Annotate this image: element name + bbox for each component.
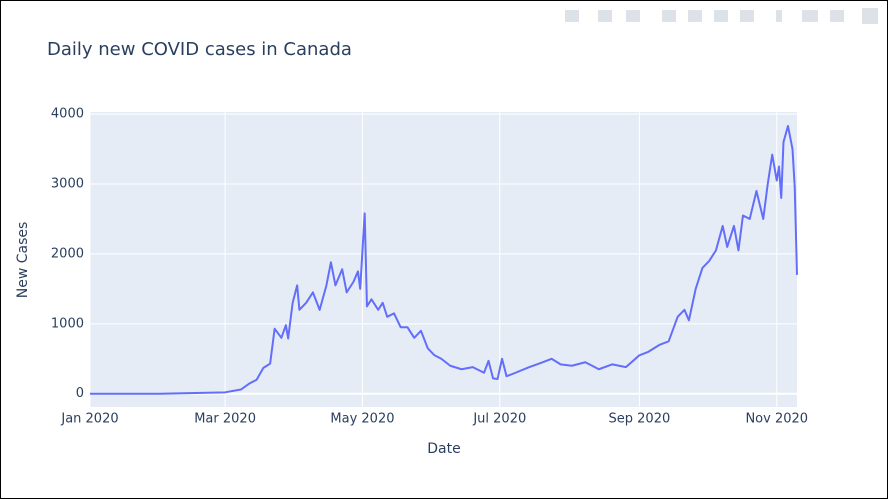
modebar-button[interactable] — [830, 10, 844, 22]
data-line — [90, 124, 798, 395]
x-axis-title: Date — [427, 441, 460, 457]
modebar-button[interactable] — [714, 10, 728, 22]
x-tick-label: Jul 2020 — [472, 412, 526, 427]
y-tick-label: 2000 — [51, 246, 84, 261]
chart-title: Daily new COVID cases in Canada — [47, 39, 352, 60]
x-tick-label: Sep 2020 — [609, 412, 671, 427]
y-axis-title: New Cases — [15, 222, 31, 299]
x-tick-label: Nov 2020 — [745, 412, 808, 427]
y-tick-label: 4000 — [51, 107, 84, 122]
modebar-button[interactable] — [776, 10, 782, 22]
modebar-button[interactable] — [740, 10, 754, 22]
modebar-button[interactable] — [662, 10, 676, 22]
y-tick-label: 3000 — [51, 177, 84, 192]
modebar-button[interactable] — [802, 10, 818, 22]
modebar-button[interactable] — [598, 10, 612, 22]
modebar-button[interactable] — [862, 8, 878, 24]
modebar-button[interactable] — [565, 10, 579, 22]
plot-area — [90, 112, 797, 407]
modebar-button[interactable] — [688, 10, 702, 22]
y-tick-label: 1000 — [51, 316, 84, 331]
x-tick-label: Jan 2020 — [60, 412, 118, 427]
x-tick-label: Mar 2020 — [194, 412, 256, 427]
x-tick-label: May 2020 — [330, 412, 394, 427]
modebar-button[interactable] — [626, 10, 640, 22]
modebar — [565, 8, 878, 24]
y-tick-label: 0 — [76, 386, 84, 401]
